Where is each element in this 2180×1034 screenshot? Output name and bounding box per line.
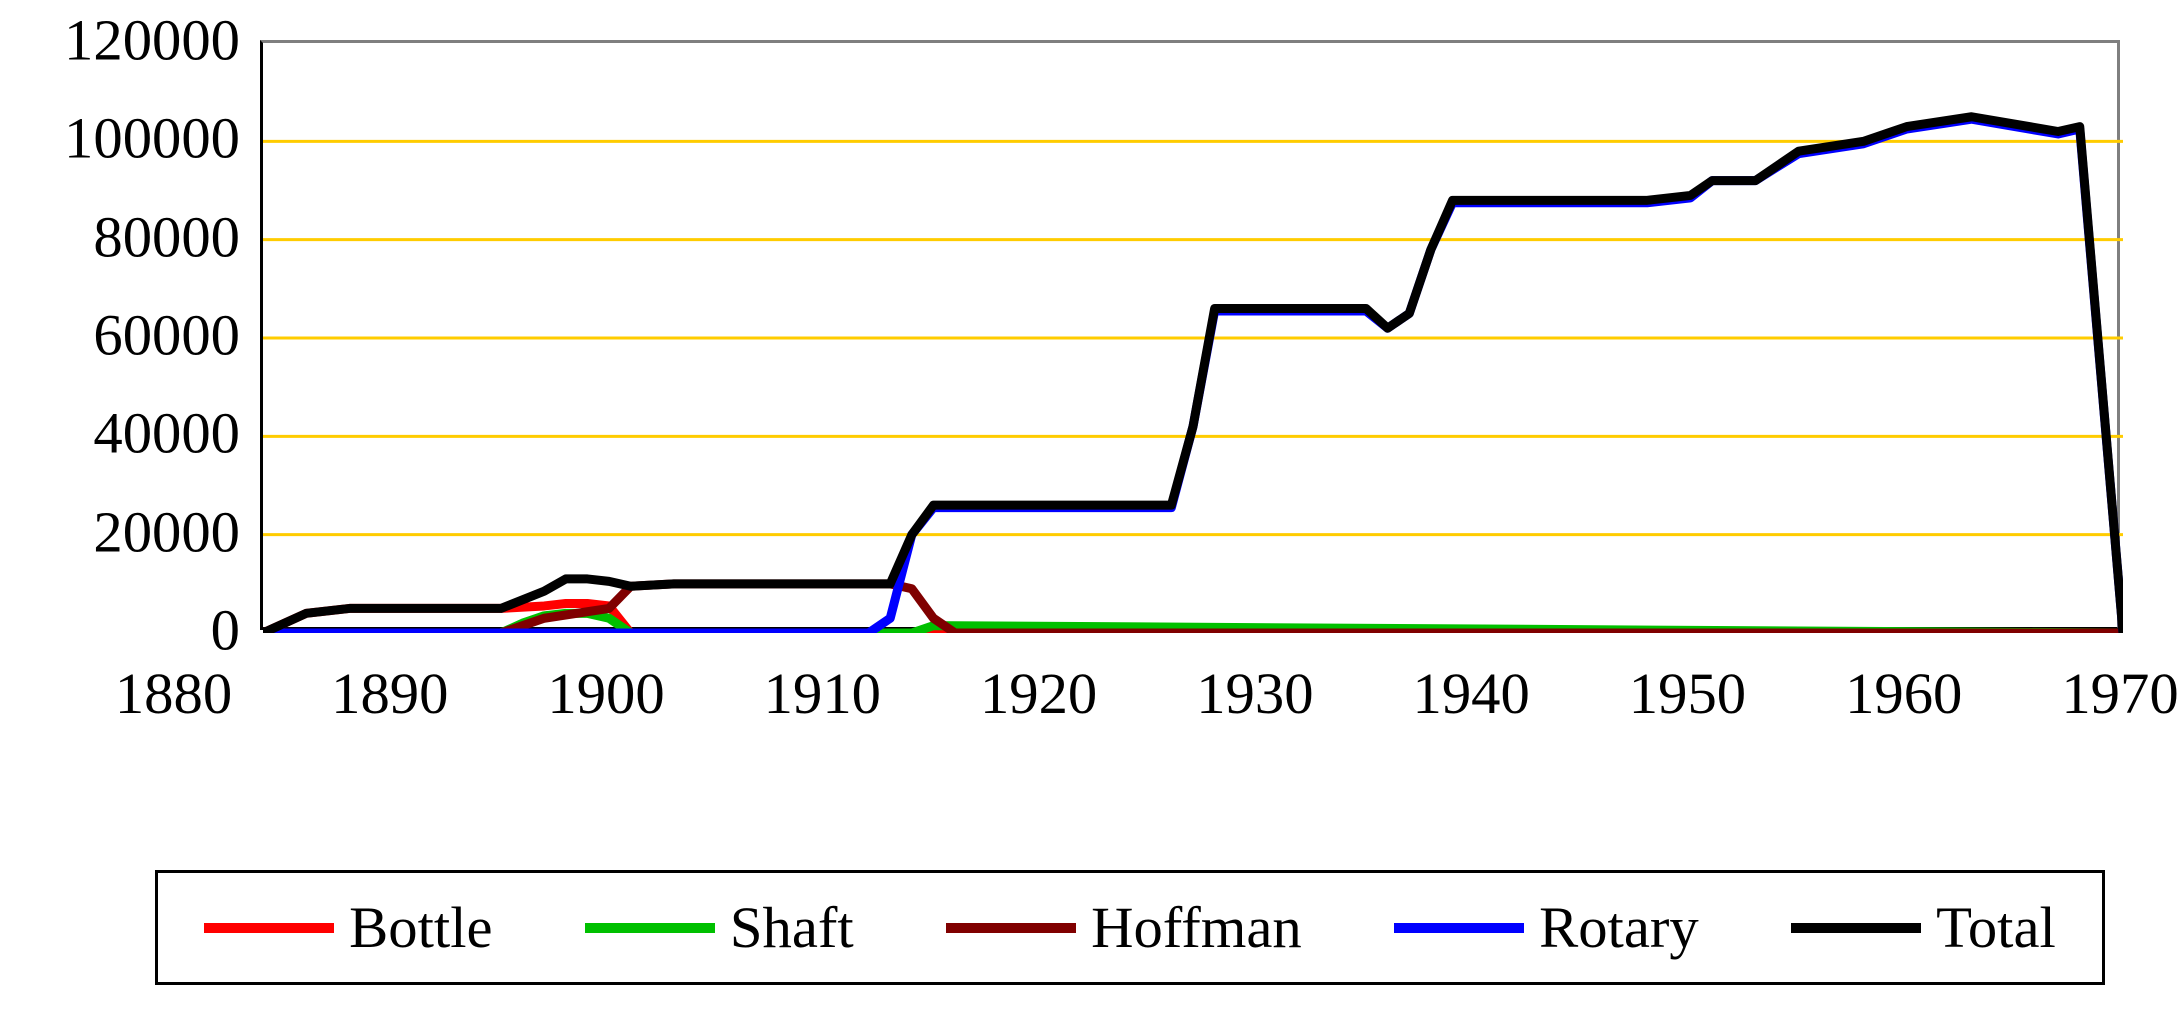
legend-swatch [204,923,334,933]
legend-label: Total [1936,894,2056,961]
y-axis-label: 20000 [0,498,240,565]
x-axis-label: 1890 [331,660,448,727]
x-axis-label: 1940 [1413,660,1530,727]
legend-item-bottle: Bottle [204,894,492,961]
legend-label: Rotary [1539,894,1699,961]
legend-label: Bottle [349,894,492,961]
series-total [263,117,2123,633]
x-axis-label: 1930 [1196,660,1313,727]
legend-label: Shaft [730,894,854,961]
y-axis-label: 0 [0,597,240,664]
legend-swatch [1394,923,1524,933]
x-axis-label: 1880 [115,660,232,727]
legend-item-shaft: Shaft [585,894,854,961]
y-axis-label: 120000 [0,7,240,74]
legend-item-total: Total [1791,894,2056,961]
x-axis-label: 1970 [2061,660,2178,727]
x-axis-label: 1910 [764,660,881,727]
y-axis-label: 60000 [0,302,240,369]
chart-container: Bottle Shaft Hoffman Rotary Total 0 20000 4000… [0,0,2180,1034]
legend: Bottle Shaft Hoffman Rotary Total [155,870,2105,985]
legend-item-rotary: Rotary [1394,894,1699,961]
x-axis-label: 1960 [1845,660,1962,727]
x-axis-label: 1920 [980,660,1097,727]
legend-swatch [585,923,715,933]
legend-label: Hoffman [1091,894,1302,961]
legend-swatch [1791,923,1921,933]
y-axis-label: 100000 [0,105,240,172]
x-axis-label: 1900 [547,660,664,727]
y-axis-label: 80000 [0,203,240,270]
x-axis-label: 1950 [1629,660,1746,727]
legend-item-hoffman: Hoffman [946,894,1302,961]
legend-swatch [946,923,1076,933]
series-rotary [263,119,2123,633]
y-axis-label: 40000 [0,400,240,467]
plot-area [260,40,2120,630]
plot-svg [263,43,2123,633]
